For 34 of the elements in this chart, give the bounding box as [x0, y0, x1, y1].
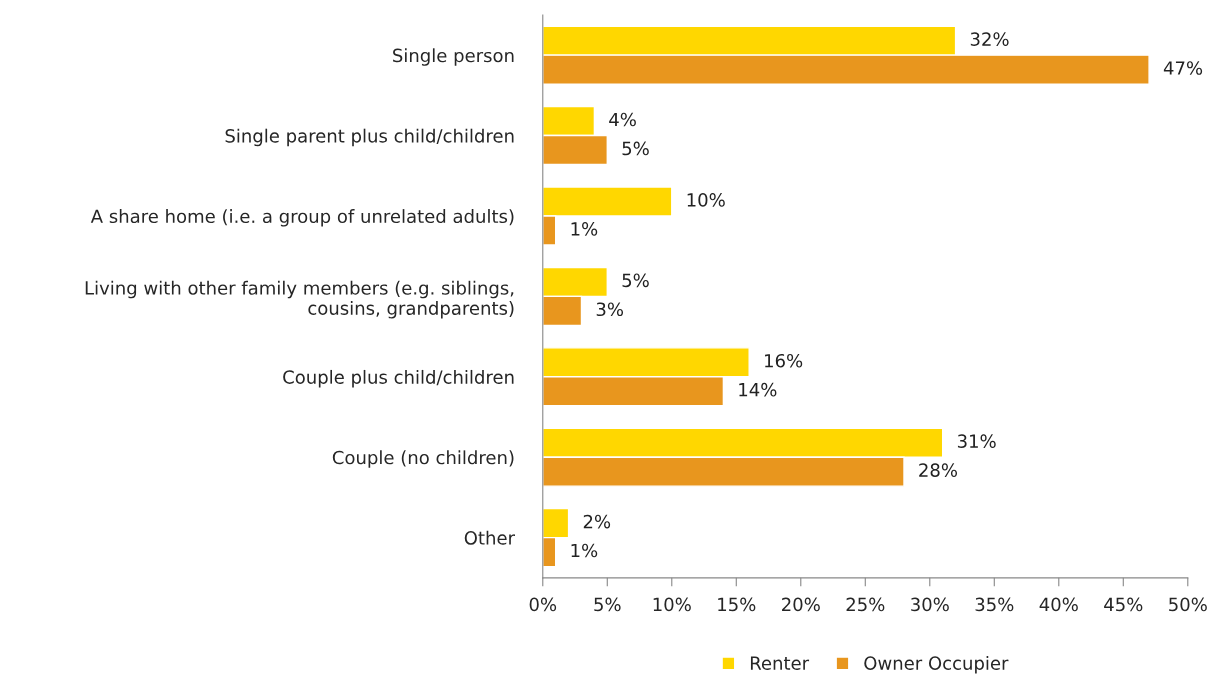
x-tick-label: 45% — [1104, 597, 1143, 612]
data-label: 31% — [957, 434, 996, 448]
y-tick-label: Single person — [393, 48, 514, 66]
legend-label: Renter — [750, 656, 810, 670]
x-tick-label: 0% — [529, 597, 557, 612]
y-tick-label: Couple plus child/children — [283, 369, 514, 388]
x-tick-label: 50% — [1169, 597, 1207, 612]
data-label: 14% — [739, 382, 777, 397]
x-tick-label: 25% — [846, 597, 885, 612]
x-tick-label: 5% — [594, 597, 621, 612]
x-tick-label: 10% — [653, 597, 691, 612]
x-tick-label: 20% — [782, 597, 820, 612]
x-tick-label: 40% — [1039, 597, 1078, 612]
data-label: 1% — [571, 543, 598, 558]
data-label: 28% — [919, 463, 958, 477]
x-tick-label: 15% — [718, 597, 756, 612]
data-label: 47% — [1163, 61, 1203, 75]
data-label: 4% — [609, 112, 636, 127]
data-label: 5% — [622, 141, 649, 156]
data-label: 1% — [571, 222, 598, 236]
data-label: 5% — [622, 273, 649, 288]
data-label: 3% — [596, 302, 624, 317]
y-tick-label: Couple (no children) — [332, 450, 514, 468]
data-label: 2% — [583, 514, 611, 529]
x-tick-label: 30% — [911, 597, 949, 612]
y-tick-label: A share home (i.e. a group of unrelated adults) — [90, 209, 514, 227]
data-label: 32% — [970, 32, 1009, 46]
y-tick-label: Other — [464, 530, 515, 545]
y-tick-label: Single parent plus child/children — [225, 128, 514, 147]
data-label: 10% — [687, 193, 725, 207]
legend-label: Owner Occupier — [864, 656, 1009, 674]
x-tick-label: 35% — [975, 597, 1014, 612]
data-label: 16% — [765, 353, 803, 368]
y-tick-label: Living with other family members (e.g. siblings, cousins, grandparents) — [85, 280, 514, 319]
